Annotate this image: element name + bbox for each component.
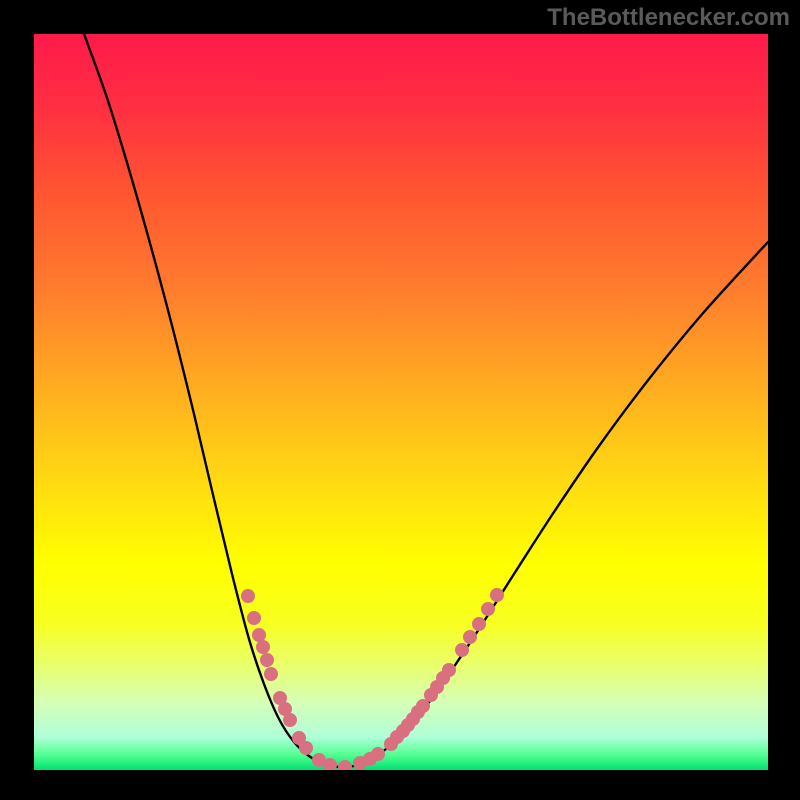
data-marker (482, 603, 495, 616)
chart-svg (34, 34, 768, 770)
data-marker (284, 714, 297, 727)
chart-container: TheBottlenecker.com (0, 0, 800, 800)
data-marker (257, 641, 270, 654)
data-marker (417, 700, 430, 713)
watermark-text: TheBottlenecker.com (547, 4, 790, 32)
data-marker (248, 612, 261, 625)
data-marker (443, 664, 456, 677)
data-marker (372, 748, 385, 761)
gradient-background (34, 34, 768, 770)
data-marker (261, 654, 274, 667)
data-marker (324, 759, 337, 771)
data-marker (253, 629, 266, 642)
data-marker (300, 742, 313, 755)
data-marker (242, 590, 255, 603)
data-marker (491, 589, 504, 602)
data-marker (339, 761, 352, 771)
data-marker (464, 631, 477, 644)
data-marker (473, 618, 486, 631)
plot-area (34, 34, 768, 770)
data-marker (456, 644, 469, 657)
data-marker (265, 668, 278, 681)
